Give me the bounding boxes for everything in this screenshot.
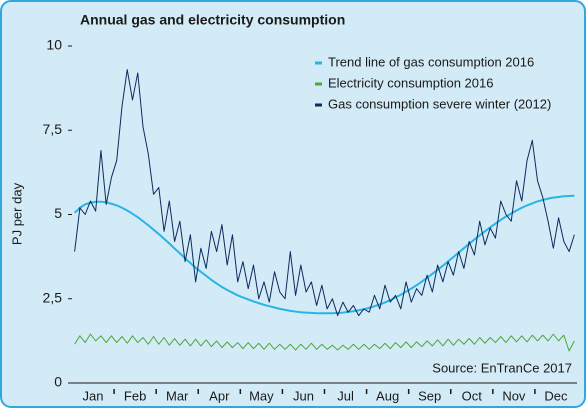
series-line	[74, 69, 575, 317]
x-tick-label: Apr	[209, 388, 230, 403]
legend-label: Electricity consumption 2016	[328, 75, 493, 90]
legend-label: Gas consumption severe winter (2012)	[328, 96, 551, 111]
y-tick-label: 5	[54, 205, 62, 221]
x-tick-label: Jul	[337, 388, 354, 403]
series-line	[74, 333, 575, 352]
x-tick-label: Mar	[166, 388, 189, 403]
x-tick-label: Nov	[502, 388, 526, 403]
series-line	[73, 194, 575, 315]
y-tick-label: 2,5	[43, 289, 63, 305]
y-tick-label: 7,5	[43, 121, 63, 137]
x-tick-label: Aug	[376, 388, 399, 403]
x-tick-label: Jun	[293, 388, 314, 403]
y-tick-label: 0	[54, 374, 62, 390]
chart-title: Annual gas and electricity consumption	[80, 12, 345, 28]
x-tick-label: Dec	[544, 388, 568, 403]
x-tick-label: Oct	[462, 388, 483, 403]
x-tick-label: Feb	[124, 388, 146, 403]
y-axis-label: PJ per day	[9, 182, 24, 245]
source-note: Source: EnTranCe 2017	[432, 360, 572, 375]
legend-label: Trend line of gas consumption 2016	[328, 54, 534, 69]
x-tick-label: Sep	[418, 388, 441, 403]
y-tick-label: 10	[46, 37, 62, 53]
x-tick-label: May	[249, 388, 274, 403]
x-tick-label: Jan	[83, 388, 104, 403]
